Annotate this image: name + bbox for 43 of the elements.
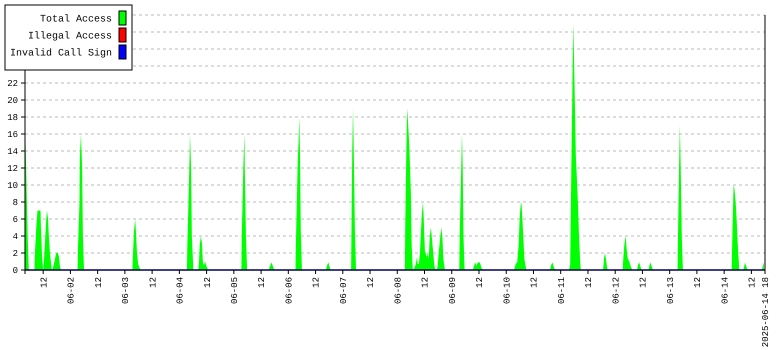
x-tick-label: 12 (530, 277, 540, 288)
x-tick-label: 12 (693, 277, 704, 288)
x-tick-label: 06-06 (284, 277, 294, 304)
y-tick-label: 16 (7, 130, 18, 140)
y-tick-label: 18 (7, 112, 18, 123)
x-tick-label: 2025-06-14 18 (761, 277, 772, 348)
x-tick-label: 12 (475, 277, 486, 288)
x-tick-label: 12 (748, 277, 758, 288)
x-tick-label: 12 (312, 277, 322, 288)
x-tick-label: 06-13 (666, 277, 676, 304)
legend-label: Illegal Access (28, 30, 112, 42)
y-tick-label: 12 (7, 164, 18, 174)
x-tick-label: 06-02 (66, 277, 77, 304)
y-tick-label: 8 (12, 198, 18, 208)
x-tick-label: 12 (584, 277, 594, 288)
y-tick-label: 20 (7, 96, 18, 106)
x-tick-label: 12 (420, 277, 431, 288)
x-tick-label: 12 (257, 277, 268, 288)
y-tick-label: 10 (7, 180, 18, 191)
x-tick-label: 06-14 (720, 277, 730, 304)
legend-label: Total Access (40, 14, 112, 26)
x-tick-label: 12 (148, 277, 158, 288)
x-tick-label: 12 (39, 277, 50, 288)
y-tick-label: 14 (7, 146, 18, 157)
x-tick-label: 06-10 (502, 277, 512, 304)
y-tick-label: 4 (12, 232, 18, 242)
x-tick-label: 06-03 (121, 277, 132, 304)
x-tick-label: 06-12 (611, 277, 622, 304)
x-tick-label: 06-09 (448, 277, 458, 304)
y-tick-label: 6 (12, 214, 18, 225)
x-tick-label: 12 (94, 277, 104, 288)
x-tick-label: 12 (202, 277, 213, 288)
x-tick-label: 06-04 (176, 277, 186, 304)
y-tick-label: 2 (12, 248, 18, 259)
y-tick-label: 0 (12, 266, 18, 276)
x-tick-label: 06-11 (556, 277, 567, 304)
x-tick-label: 12 (638, 277, 649, 288)
y-tick-label: 22 (7, 78, 18, 89)
legend-label: Invalid Call Sign (10, 48, 112, 60)
x-tick-label: 12 (366, 277, 376, 288)
x-tick-label: 06-07 (338, 277, 349, 304)
x-tick-label: 06-08 (393, 277, 404, 304)
x-tick-label: 06-05 (230, 277, 240, 304)
